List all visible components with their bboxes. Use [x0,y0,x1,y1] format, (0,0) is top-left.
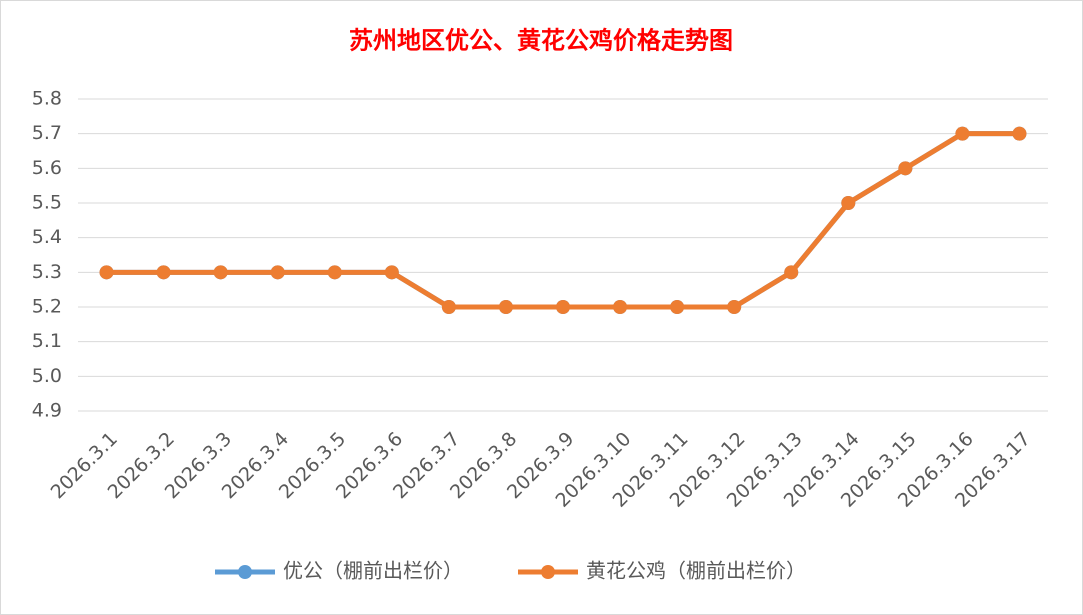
chart-title: 苏州地区优公、黄花公鸡价格走势图 [349,26,733,55]
data-point [213,265,228,280]
y-tick-label: 5.5 [32,192,62,214]
data-point [384,265,399,280]
data-point [727,300,742,314]
data-point [327,265,342,280]
y-tick-label: 5.0 [32,365,62,387]
y-tick-label: 4.9 [32,400,62,422]
data-point [613,300,628,314]
data-point [841,196,856,210]
data-point [441,300,456,314]
legend-marker [541,565,555,579]
data-point [955,126,970,141]
data-point [270,265,285,280]
legend-label: 优公（棚前出栏价） [283,559,463,583]
legend-label: 黄花公鸡（棚前出栏价） [586,559,806,583]
legend-marker [238,565,252,579]
y-tick-label: 5.1 [32,330,62,352]
y-tick-label: 5.8 [32,88,62,110]
y-tick-label: 5.4 [32,226,62,248]
data-point [784,265,799,280]
y-tick-label: 5.7 [32,122,62,144]
data-point [898,161,913,176]
data-point [670,300,685,314]
data-point [156,265,171,280]
data-point [556,300,570,314]
data-point [1012,126,1027,141]
data-point [498,300,513,314]
y-tick-label: 5.3 [32,261,62,283]
y-tick-label: 5.6 [32,157,62,179]
data-point [99,265,114,280]
legend: 优公（棚前出栏价） 黄花公鸡（棚前出栏价） [215,559,806,583]
y-tick-label: 5.2 [32,296,62,318]
